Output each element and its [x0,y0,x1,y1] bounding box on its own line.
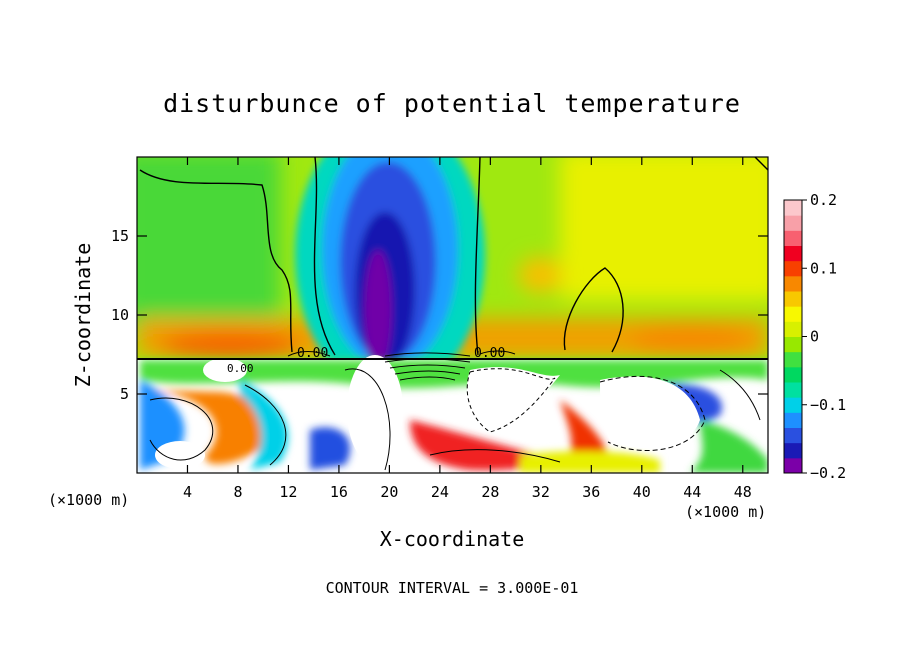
contour-interval-note: CONTOUR INTERVAL = 3.000E-01 [326,579,579,597]
colorbar-tick-label: −0.1 [810,396,846,414]
eddy-center [347,355,403,465]
warm-band-core-right [630,326,750,354]
interface-wave-5 [399,376,456,381]
colorbar-swatch [784,321,802,337]
contour-label: 0.00 [297,346,328,361]
eddy-lower-left [155,441,205,469]
colorbar-swatch [784,291,802,307]
lower-green-right [690,420,768,473]
colorbar: 0.2 0.1 0 −0.1 −0.2 [783,191,846,482]
upper-field [137,157,768,395]
colorbar-swatch [784,245,802,262]
x-tick-label: 4 [183,483,192,501]
interface-wave-2 [384,358,471,363]
colorbar-swatch [784,275,802,292]
colorbar-swatch [784,200,802,216]
cold-plume [295,157,485,395]
interface-wave-1 [384,352,471,357]
warm-patch [518,257,562,293]
colorbar-tick-label: 0.2 [810,191,837,209]
contour-lower-1 [149,397,214,461]
eddy-right-large [466,367,560,430]
lower-blue-center [310,427,351,470]
interface-wave-7 [479,350,516,355]
x-axis-title: X-coordinate [380,527,525,551]
plot-area [137,157,768,473]
colorbar-swatch [784,442,802,459]
y-tick-label: 15 [111,227,129,245]
contour-lower-4 [466,368,556,433]
x-tick-label: 16 [330,483,348,501]
lower-orange-left [150,390,274,464]
colorbar-swatch [784,382,802,398]
contour-plume-left [313,157,336,356]
interface-wave-4 [394,370,461,375]
x-tick-label: 28 [481,483,499,501]
lower-field [137,350,768,473]
x-tick-label: 40 [633,483,651,501]
y-axis-title: Z-coordinate [71,243,95,388]
x-tick-label: 32 [532,483,550,501]
colorbar-swatch [784,366,802,383]
y-tick-label: 5 [120,385,129,403]
x-tick-label: 20 [380,483,398,501]
contour-lower-3 [344,368,391,471]
x-tick-label: 44 [683,483,701,501]
white-eddies [155,355,700,469]
colorbar-swatch [784,427,802,444]
colorbar-swatch [784,215,802,231]
contour-lower-5 [599,375,706,452]
y-axis: 5 10 15 [111,227,768,403]
left-green-region [137,157,280,330]
x-unit-label-right: (×1000 m) [685,503,766,521]
contour-plume-right [474,157,481,356]
x-tick-label: 36 [582,483,600,501]
contour-right-lobe [563,267,624,353]
colorbar-swatch [784,457,802,474]
interface-wave-3 [389,364,466,369]
lower-cyan-left [240,380,288,470]
x-unit-label: (×1000 m) [48,491,129,509]
colorbar-swatch [784,397,802,413]
x-tick-label: 48 [734,483,752,501]
colorbar-swatch [784,336,802,353]
x-tick-label: 8 [233,483,242,501]
x-tick-label: 12 [279,483,297,501]
colorbar-swatch [784,230,802,246]
contour-lower-2 [244,384,287,466]
interface-contours [287,350,516,381]
eddy-left [203,358,247,382]
colorbar-tick-label: 0.1 [810,259,837,277]
colorbar-swatch [784,306,802,322]
x-tick-label: 24 [431,483,449,501]
lower-yellow-right [520,451,660,473]
colorbar-swatch [784,412,802,428]
warm-band-core [160,331,300,359]
contour-label: 0.00 [227,362,254,375]
colorbar-swatch [784,351,802,368]
plume-center [364,250,392,370]
chart-title: disturbunce of potential temperature [163,89,741,118]
colorbar-tick-label: 0 [810,328,819,346]
contour-lower-6 [429,449,561,463]
colorbar-swatch [784,260,802,277]
y-tick-label: 10 [111,306,129,324]
lower-red-center [410,420,546,471]
lower-contours [137,358,768,471]
contour-top-right [754,157,768,171]
upper-contours [139,157,768,356]
colorbar-tick-label: −0.2 [810,464,846,482]
contour-label: 0.00 [474,346,505,361]
eddy-far-right [600,376,700,449]
interface-wave-6 [287,351,331,357]
contour-labels: 0.00 0.00 0.00 [227,346,505,375]
contour-lower-7 [719,369,761,421]
contour-left [139,169,293,353]
x-axis: 4 8 12 16 20 24 28 32 36 40 44 48 [183,157,752,501]
